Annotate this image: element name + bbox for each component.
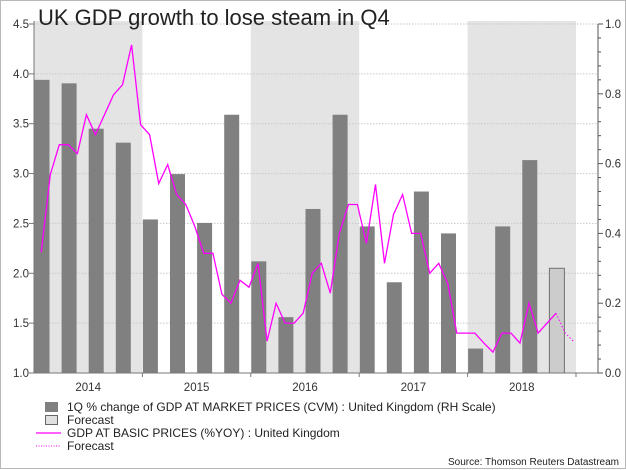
legend-label: Forecast: [67, 439, 114, 453]
legend-swatch-bar: [45, 402, 58, 412]
bars-series: [34, 79, 565, 374]
bar-2015Q1: [142, 219, 158, 373]
bar-2014Q4: [115, 142, 131, 373]
legend-label: GDP AT BASIC PRICES (%YOY) : United King…: [67, 426, 340, 440]
bar-2016Q1: [251, 261, 267, 373]
bar-2015Q2: [170, 174, 185, 373]
right-tick-label: 1.0: [605, 19, 621, 31]
x-tick-label: 2014: [75, 382, 101, 394]
bar-2017Q1: [359, 226, 375, 373]
left-tick-label: 3.5: [13, 119, 29, 131]
axes: [30, 21, 599, 374]
right-axis-ticks: 0.0 0.2 0.4 0.6 0.8 1.0: [598, 19, 622, 380]
right-tick-label: 0.6: [605, 159, 621, 171]
left-tick-label: 3.0: [13, 169, 29, 181]
source-note: Source: Thomson Reuters Datastream: [448, 457, 619, 468]
right-tick-label: 0.2: [605, 298, 621, 310]
right-tick-label: 0.4: [605, 228, 622, 240]
legend-swatch-forecast-bar: [45, 415, 58, 425]
bar-2016Q2: [278, 317, 294, 373]
bar-2015Q3: [197, 222, 213, 373]
gdp-yoy-line: [40, 44, 557, 354]
left-tick-label: 1.5: [13, 318, 29, 330]
bar-2017Q3: [413, 191, 429, 373]
forecast-bar: [548, 267, 565, 374]
bar-2015Q4: [224, 114, 240, 374]
right-tick-label: 0.8: [605, 89, 621, 101]
bar-2014Q1: [34, 79, 50, 373]
bar-2018Q2: [495, 226, 511, 373]
legend-label: Forecast: [67, 413, 114, 427]
bar-2016Q4: [332, 114, 348, 374]
chart-title: UK GDP growth to lose steam in Q4: [38, 5, 390, 30]
x-axis-ticks: 2014 2015 2016 2017 2018: [75, 373, 577, 394]
legend-label: 1Q % change of GDP AT MARKET PRICES (CVM…: [67, 400, 496, 414]
left-tick-label: 2.5: [13, 218, 29, 230]
line-series: [40, 44, 575, 354]
forecast-line: [555, 312, 575, 343]
left-axis-ticks: 1.0 1.5 2.0 2.5 3.0 3.5 4.0 4.5: [13, 19, 34, 380]
left-tick-label: 2.0: [13, 268, 29, 280]
x-tick-label: 2018: [509, 382, 535, 394]
bar-2017Q4: [441, 233, 456, 373]
bar-2014Q3: [88, 128, 104, 373]
x-tick-label: 2017: [401, 382, 427, 394]
right-tick-label: 0.0: [605, 368, 621, 380]
left-tick-label: 4.0: [13, 69, 29, 81]
bar-2016Q3: [305, 208, 321, 373]
legend: 1Q % change of GDP AT MARKET PRICES (CVM…: [36, 400, 496, 453]
bar-2017Q2: [386, 282, 402, 373]
left-tick-label: 4.5: [13, 19, 29, 31]
left-tick-label: 1.0: [13, 368, 29, 380]
x-tick-label: 2015: [184, 382, 210, 394]
bar-2014Q2: [61, 83, 77, 373]
x-tick-label: 2016: [292, 382, 318, 394]
bar-2018Q3: [522, 160, 538, 373]
bar-2018Q1: [468, 348, 484, 373]
